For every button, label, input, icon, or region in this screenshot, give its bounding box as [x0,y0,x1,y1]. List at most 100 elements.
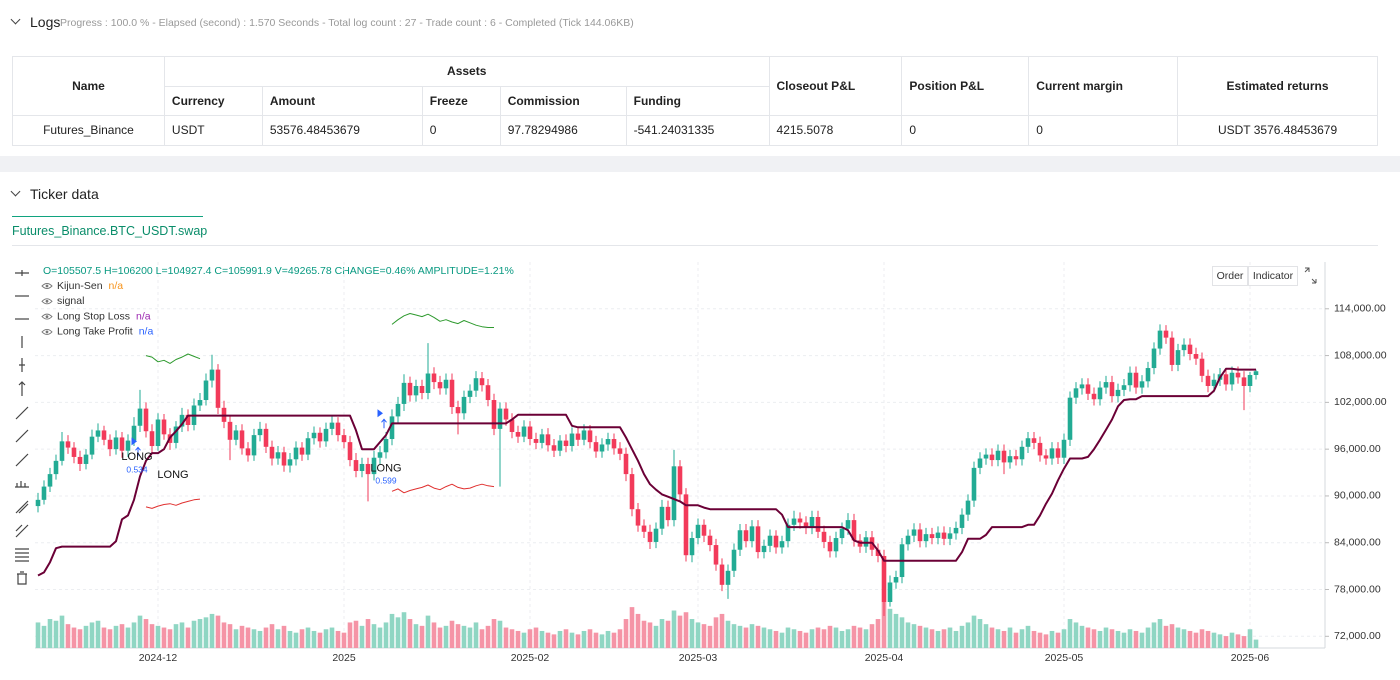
candle-body [941,532,947,539]
candle-body [341,435,347,443]
tool-icon[interactable] [19,358,25,372]
volume-bar [119,624,125,648]
cell: 0 [421,115,501,146]
order-button[interactable]: Order [1212,266,1248,286]
x-tick-label: 2024-12 [139,652,178,664]
volume-bar [83,625,89,648]
volume-bar [545,632,551,648]
candle-body [47,474,53,487]
candle-body [917,529,923,542]
tool-icon[interactable] [15,406,29,420]
tool-icon[interactable] [15,500,29,514]
candle-body [773,535,779,548]
candle-body [1097,387,1103,400]
volume-bar [1049,630,1055,648]
volume-bar [233,629,239,648]
volume-bar [605,630,611,648]
volume-bar [737,625,743,648]
collapse-icon[interactable] [10,14,21,25]
volume-bar [971,615,977,648]
tool-icon[interactable] [17,571,27,585]
volume-bar [935,630,941,648]
volume-bar [227,624,233,648]
candle-body [665,506,671,521]
volume-bar [563,629,569,648]
volume-bar [1115,630,1121,648]
candle-body [461,396,467,414]
y-tick-label: 108,000.00 [1334,349,1387,361]
candle-body [269,446,275,459]
expand-icon[interactable] [1304,267,1317,284]
eye-pupil [45,299,49,303]
candle-body [1013,456,1019,460]
tool-icon[interactable] [15,453,29,467]
volume-bar [1073,622,1079,648]
legend-value: n/a [136,310,151,322]
candle-body [995,450,1001,461]
y-tick-label: 114,000.00 [1334,303,1386,315]
candle-body [161,419,167,435]
candle-body [437,382,443,389]
candle-body [347,442,353,461]
volume-bar [635,613,641,648]
candle-body [287,459,293,466]
volume-bar [701,624,707,648]
tool-icon[interactable] [15,429,29,443]
volume-bar [647,622,653,648]
volume-bar [845,629,851,648]
volume-bar [929,629,935,648]
candle-body [317,432,323,442]
candle-body [59,441,65,461]
volume-bar [173,624,179,648]
candles [35,324,1259,617]
volume-bar [155,625,161,648]
volume-bar [677,615,683,648]
volume-bar [707,625,713,648]
tool-icon[interactable] [18,381,26,396]
volume-bar [137,615,143,648]
candle-body [1193,354,1199,359]
cell: 53576.48453679 [261,115,423,146]
volume-bar [101,627,107,648]
candle-body [467,390,473,397]
volume-bar [611,632,617,648]
tool-icon[interactable] [15,270,29,276]
candle-body [173,426,179,443]
candle-body [113,437,119,450]
indicator-button[interactable]: Indicator [1248,266,1298,286]
tool-icon[interactable] [15,548,29,562]
toolbar [15,270,29,585]
candle-body [41,486,47,500]
volume-bar [863,629,869,648]
candle-body [1049,448,1055,459]
candle-body [593,442,599,452]
candle-body [1223,374,1229,385]
tool-icon[interactable] [15,524,29,538]
candle-body [281,452,287,466]
volume-bar [827,625,833,648]
candle-body [395,403,401,417]
candle-body [749,526,755,542]
candle-body [203,380,209,401]
candle-body [785,524,791,542]
volume-bar [383,622,389,648]
legend-label: Kijun-Sen [57,280,103,292]
candle-body [809,516,815,528]
volume-bar [53,620,59,648]
candle-body [443,379,449,389]
tool-icon[interactable] [15,481,29,488]
volume-bar [911,624,917,648]
cell: USDT [163,115,263,146]
candle-body [479,378,485,386]
eye-icon [41,298,53,305]
symbol-tab[interactable]: Futures_Binance.BTC_USDT.swap [12,216,207,245]
candle-body [149,431,155,447]
volume-bar [1169,624,1175,648]
header-cell: Closeout P&L [768,56,903,116]
volume-bar [347,622,353,648]
candle-body [197,400,203,406]
candle-body [293,447,299,460]
logs-title: Logs [30,14,61,30]
candle-body [383,439,389,453]
volume-bar [539,630,545,648]
